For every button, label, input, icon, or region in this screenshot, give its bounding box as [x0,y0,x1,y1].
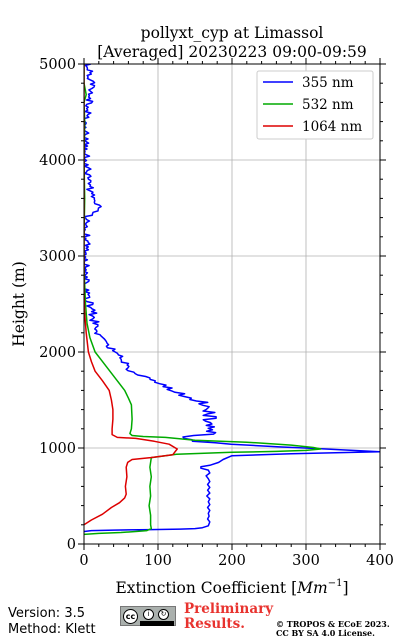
x-axis-label-text: Extinction Coefficient [ [115,579,297,597]
method-label: Method: Klett [8,622,96,637]
x-axis-label: Extinction Coefficient [Mm−1] [115,578,348,597]
y-tick-label: 2000 [39,345,76,361]
share-alike-icon: ↻ [158,609,169,620]
legend-label-532: 532 nm [302,97,354,113]
legend-label-1064: 1064 nm [302,119,362,135]
preliminary-line-2: Results. [184,616,245,632]
x-axis-label-close: ] [342,579,348,597]
y-axis-label: Height (m) [10,261,28,347]
y-tick-label: 0 [67,537,76,553]
y-tick-label: 4000 [39,153,76,169]
x-axis-label-exponent: −1 [328,578,343,589]
preliminary-results-note: Preliminary Results. [184,602,273,632]
x-tick-label: 0 [79,553,88,569]
cc-logo-icon: cc [123,609,138,624]
x-tick-label: 300 [292,553,320,569]
license-strip [140,621,174,626]
y-tick-label: 3000 [39,249,76,265]
chart-subtitle: [Averaged] 20230223 09:00-09:59 [97,43,367,61]
legend-label-355: 355 nm [302,75,354,91]
x-tick-label: 100 [144,553,172,569]
x-tick-label: 200 [218,553,246,569]
y-tick-label: 1000 [39,441,76,457]
by-attribution-icon: i [143,609,154,620]
extinction-profile-chart: pollyxt_cyp at Limassol [Averaged] 20230… [10,24,394,597]
series-line-532-nm [84,64,322,536]
y-tick-label: 5000 [39,57,76,73]
cc-by-sa-icon: cc i ↻ [120,606,176,626]
series-line-1064-nm [84,64,178,526]
copyright-line-2: CC BY SA 4.0 License. [276,628,375,638]
version-label: Version: 3.5 [8,606,85,621]
x-tick-label: 400 [366,553,394,569]
chart-title: pollyxt_cyp at Limassol [141,24,324,42]
preliminary-line-1: Preliminary [184,601,274,617]
copyright-line-1: © TROPOS & ECoE 2023. [276,619,390,629]
x-axis-label-unit: Mm [296,579,328,597]
legend-box [256,70,374,140]
copyright-note: © TROPOS & ECoE 2023. CC BY SA 4.0 Licen… [276,620,390,638]
legend: 355 nm 532 nm 1064 nm [256,70,374,140]
